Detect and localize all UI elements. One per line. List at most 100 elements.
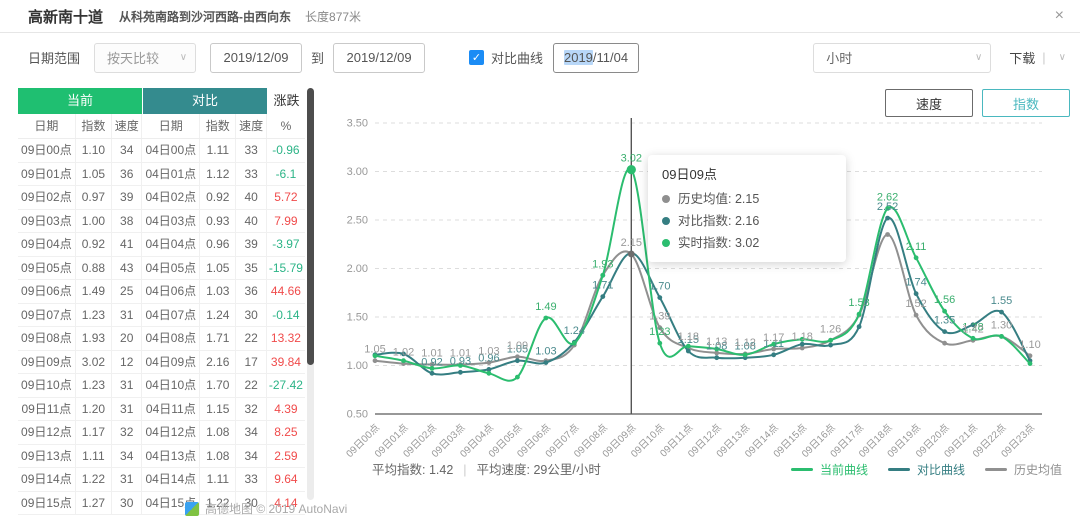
data-point — [714, 350, 720, 356]
road-title: 高新南十道 — [28, 8, 104, 26]
table-column-header: 日期 指数 速度 日期 指数 速度% — [18, 114, 305, 139]
data-point — [486, 370, 492, 376]
index-table-body: 09日00点 1.10 34 04日00点 1.11 33 -0.96 09日01点 1.05 3… — [18, 139, 305, 515]
data-label: 1.18 — [791, 331, 812, 343]
chart-tooltip: 09日09点 历史均值: 2.15 对比指数: 2.16 实时指数: 3.02 — [648, 155, 846, 262]
data-label: 1.70 — [649, 281, 670, 293]
legend-item[interactable]: 历史均值 — [984, 461, 1062, 478]
map-attribution: 高德地图 © 2019 AutoNavi — [185, 500, 347, 517]
table-row[interactable]: 09日01点 1.05 36 04日01点 1.12 33 -6.1 — [18, 162, 305, 186]
table-row[interactable]: 09日07点 1.23 31 04日07点 1.24 30 -0.14 — [18, 303, 305, 327]
table-row[interactable]: 09日05点 0.88 43 04日05点 1.05 35 -15.79 — [18, 256, 305, 280]
data-point — [429, 366, 435, 371]
table-row[interactable]: 09日11点 1.20 31 04日11点 1.15 32 4.39 — [18, 397, 305, 421]
chevron-down-icon: ∨ — [1058, 52, 1066, 63]
data-label: 0.96 — [478, 352, 499, 364]
avg-index: 平均指数: 1.42 — [372, 463, 454, 477]
data-point — [486, 360, 492, 365]
data-label: 0.93 — [450, 355, 471, 367]
legend-line-icon — [984, 467, 1007, 472]
data-label: 1.26 — [820, 323, 841, 335]
data-point — [486, 367, 492, 372]
data-label: 1.05 — [364, 344, 385, 356]
table-row[interactable]: 09日15点 1.27 30 04日15点 1.22 30 4.14 — [18, 491, 305, 515]
data-point — [799, 345, 805, 351]
table-row[interactable]: 09日03点 1.00 38 04日03点 0.93 40 7.99 — [18, 209, 305, 233]
table-row[interactable]: 09日04点 0.92 41 04日04点 0.96 39 -3.97 — [18, 233, 305, 257]
data-label: 1.03 — [535, 346, 556, 358]
y-axis-tick: 2.50 — [347, 215, 368, 227]
compare-date-input[interactable]: 2019/11/04 — [553, 42, 640, 73]
data-point — [657, 340, 663, 346]
table-row[interactable]: 09日06点 1.49 25 04日06点 1.03 36 44.66 — [18, 280, 305, 304]
index-trend-chart[interactable]: 0.501.001.502.002.503.003.5009日00点09日01点… — [330, 110, 1080, 495]
data-label: 1.15 — [678, 334, 699, 346]
table-row[interactable]: 09日09点 3.02 12 04日09点 2.16 17 39.84 — [18, 350, 305, 374]
data-point — [372, 353, 378, 359]
table-row[interactable]: 09日12点 1.17 32 04日12点 1.08 34 8.25 — [18, 421, 305, 445]
data-point — [828, 337, 833, 343]
table-row[interactable]: 09日08点 1.93 20 04日08点 1.71 22 13.32 — [18, 327, 305, 351]
data-point — [657, 295, 663, 300]
table-row[interactable]: 09日00点 1.10 34 04日00点 1.11 33 -0.96 — [18, 139, 305, 163]
chevron-down-icon: ∨ — [179, 52, 188, 63]
data-point — [799, 336, 805, 342]
data-label: 2.52 — [877, 201, 898, 213]
compare-curve-checkbox[interactable]: ✓ — [469, 50, 485, 65]
data-label: 1.23 — [649, 326, 670, 338]
legend-line-icon — [790, 467, 813, 472]
table-row[interactable]: 09日13点 1.11 34 04日13点 1.08 34 2.59 — [18, 444, 305, 468]
table-row[interactable]: 09日14点 1.22 31 04日14点 1.11 33 9.64 — [18, 468, 305, 492]
data-label: 2.15 — [621, 237, 642, 249]
legend-item[interactable]: 对比曲线 — [887, 461, 965, 478]
data-point — [515, 354, 520, 360]
data-point — [913, 312, 919, 318]
highlight-point — [626, 165, 636, 175]
table-row[interactable]: 09日02点 0.97 39 04日02点 0.92 40 5.72 — [18, 186, 305, 210]
data-label: 1.42 — [962, 323, 983, 335]
data-point — [742, 352, 748, 358]
y-axis-tick: 0.50 — [347, 409, 368, 421]
chevron-down-icon: ∨ — [974, 52, 983, 63]
highlight-point — [627, 250, 635, 258]
summary-bar: 平均指数: 1.42 | 平均速度: 29公里/小时 — [372, 463, 601, 477]
data-point — [571, 340, 577, 346]
table-row[interactable]: 09日10点 1.23 31 04日10点 1.70 22 -27.42 — [18, 374, 305, 398]
data-point — [828, 342, 833, 348]
data-point — [885, 215, 890, 221]
data-point — [401, 351, 406, 357]
download-button[interactable]: 下载 | ∨ — [1009, 50, 1066, 66]
data-label: 1.05 — [507, 344, 528, 356]
chart-legend: 当前曲线 对比曲线 历史均值 — [790, 461, 1062, 478]
data-label: 1.11 — [763, 338, 784, 350]
data-label: 1.93 — [592, 258, 613, 270]
date-from-input[interactable]: 2019/12/09 — [210, 42, 303, 73]
data-point — [970, 335, 976, 341]
date-to-input[interactable]: 2019/12/09 — [333, 42, 426, 73]
data-point — [1027, 361, 1033, 366]
data-label: 1.12 — [734, 337, 755, 349]
legend-item[interactable]: 当前曲线 — [790, 461, 868, 478]
data-label: 1.10 — [1019, 339, 1040, 351]
index-tab-button[interactable]: 指数 — [982, 89, 1070, 117]
compare-mode-select[interactable]: 按天比较 ∨ — [94, 42, 197, 73]
avg-speed: 平均速度: 29公里/小时 — [476, 463, 601, 477]
data-point — [714, 346, 720, 352]
data-label: 1.39 — [649, 311, 670, 323]
compare-group-header: 对比 — [143, 88, 267, 114]
data-point — [885, 206, 890, 211]
table-scrollbar-thumb[interactable] — [307, 88, 314, 365]
data-point — [999, 309, 1004, 315]
data-point — [942, 308, 947, 314]
close-icon[interactable]: × — [1054, 7, 1064, 24]
speed-tab-button[interactable]: 速度 — [885, 89, 973, 117]
data-label: 0.92 — [421, 356, 442, 368]
data-label: 1.30 — [991, 319, 1012, 331]
data-point — [970, 322, 976, 328]
amap-logo-icon — [185, 501, 199, 516]
data-label: 1.08 — [706, 341, 727, 353]
filter-toolbar: 日期范围 按天比较 ∨ 2019/12/09 到 2019/12/09 ✓ 对比… — [0, 33, 1080, 82]
data-point — [458, 363, 463, 368]
granularity-select[interactable]: 小时 ∨ — [813, 42, 992, 73]
